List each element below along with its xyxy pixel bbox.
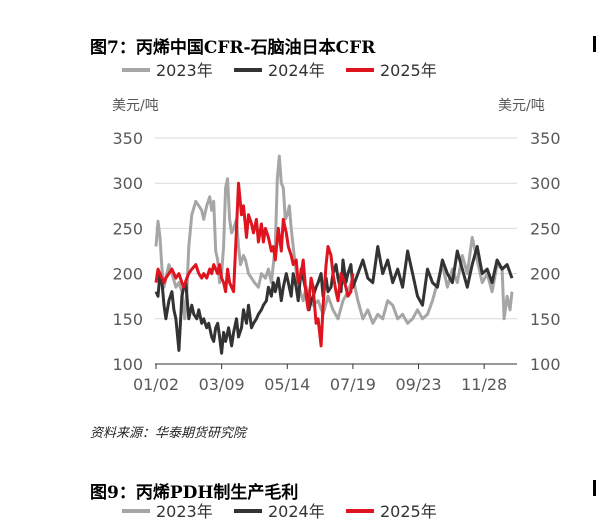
y-unit-left: 美元/吨 — [112, 98, 159, 114]
next-chart-legend: 2023年 2024年 2025年 — [122, 503, 437, 521]
y-tick-label-left: 150 — [112, 310, 143, 329]
x-tick-label: 03/09 — [199, 375, 245, 394]
y-tick-label-left: 350 — [112, 129, 143, 148]
source-note: 资料来源：华泰期货研究院 — [90, 426, 247, 441]
y-tick-label-left: 100 — [112, 355, 143, 374]
edge-mark — [593, 480, 596, 496]
y-unit-right: 美元/吨 — [498, 98, 545, 114]
x-tick-label: 11/28 — [461, 375, 507, 394]
legend-label: 2024年 — [268, 61, 325, 80]
next-legend-label: 2023年 — [156, 503, 213, 521]
x-tick-label: 01/02 — [133, 375, 179, 394]
next-legend-label: 2025年 — [380, 503, 437, 521]
y-tick-label-left: 200 — [112, 265, 143, 284]
x-tick-label: 09/23 — [395, 375, 441, 394]
chart-title: 图7：丙烯中国CFR-石脑油日本CFR — [90, 38, 376, 58]
series-line — [154, 245, 514, 355]
y-tick-label-left: 250 — [112, 219, 143, 238]
y-tick-label-right: 350 — [530, 129, 561, 148]
legend-label: 2025年 — [380, 61, 437, 80]
x-tick-label: 05/14 — [264, 375, 310, 394]
legend-label: 2023年 — [156, 61, 213, 80]
y-tick-label-right: 300 — [530, 174, 561, 193]
y-tick-label-left: 300 — [112, 174, 143, 193]
next-legend-label: 2024年 — [268, 503, 325, 521]
series-line — [154, 154, 514, 325]
y-tick-label-right: 150 — [530, 310, 561, 329]
x-tick-label: 07/19 — [330, 375, 376, 394]
next-chart-title: 图9：丙烯PDH制生产毛利 — [90, 483, 299, 503]
y-tick-label-right: 100 — [530, 355, 561, 374]
edge-mark — [593, 36, 596, 52]
y-tick-label-right: 250 — [530, 219, 561, 238]
y-tick-label-right: 200 — [530, 265, 561, 284]
series-line — [154, 181, 355, 348]
